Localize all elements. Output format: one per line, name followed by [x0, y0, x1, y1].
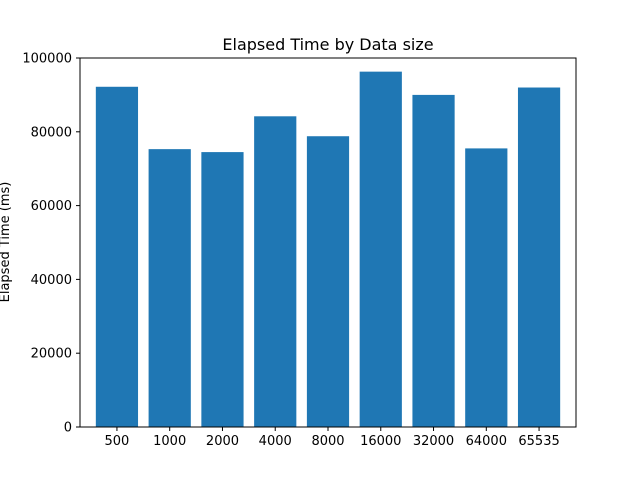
y-tick-label: 60000: [31, 199, 72, 214]
bar-2000: [201, 152, 244, 427]
x-tick-label: 500: [105, 434, 130, 449]
bar-65535: [517, 87, 561, 428]
bar-32000: [412, 94, 455, 428]
y-axis-ticks: 0 20000 40000 60000 80000 100000: [22, 52, 80, 436]
x-tick-label: 8000: [311, 434, 344, 449]
bar-1000: [148, 149, 191, 427]
bar-4000: [254, 116, 297, 428]
x-tick-label: 65535: [518, 434, 559, 449]
x-tick-label: 2000: [206, 434, 239, 449]
y-tick-label: 80000: [31, 125, 72, 140]
x-tick-label: 4000: [259, 434, 292, 449]
y-tick-label: 0: [64, 421, 72, 436]
x-tick-label: 16000: [360, 434, 401, 449]
bar-64000: [465, 148, 508, 427]
bar-500: [95, 86, 139, 427]
x-tick-label: 64000: [466, 434, 507, 449]
x-tick-label: 1000: [153, 434, 186, 449]
chart-title: Elapsed Time by Data size: [222, 35, 433, 54]
y-tick-label: 20000: [31, 347, 72, 362]
bar-16000: [359, 71, 402, 428]
y-tick-label: 100000: [22, 52, 72, 67]
plot-frame: [79, 57, 577, 428]
x-tick-label: 32000: [413, 434, 454, 449]
y-tick-label: 40000: [31, 273, 72, 288]
y-axis-label: Elapsed Time (ms): [0, 182, 13, 303]
bar-8000: [306, 136, 350, 428]
bars-group: [95, 71, 561, 428]
x-axis-ticks: 500 1000 2000 4000 8000 16000 32000 64000 65535: [105, 427, 560, 449]
